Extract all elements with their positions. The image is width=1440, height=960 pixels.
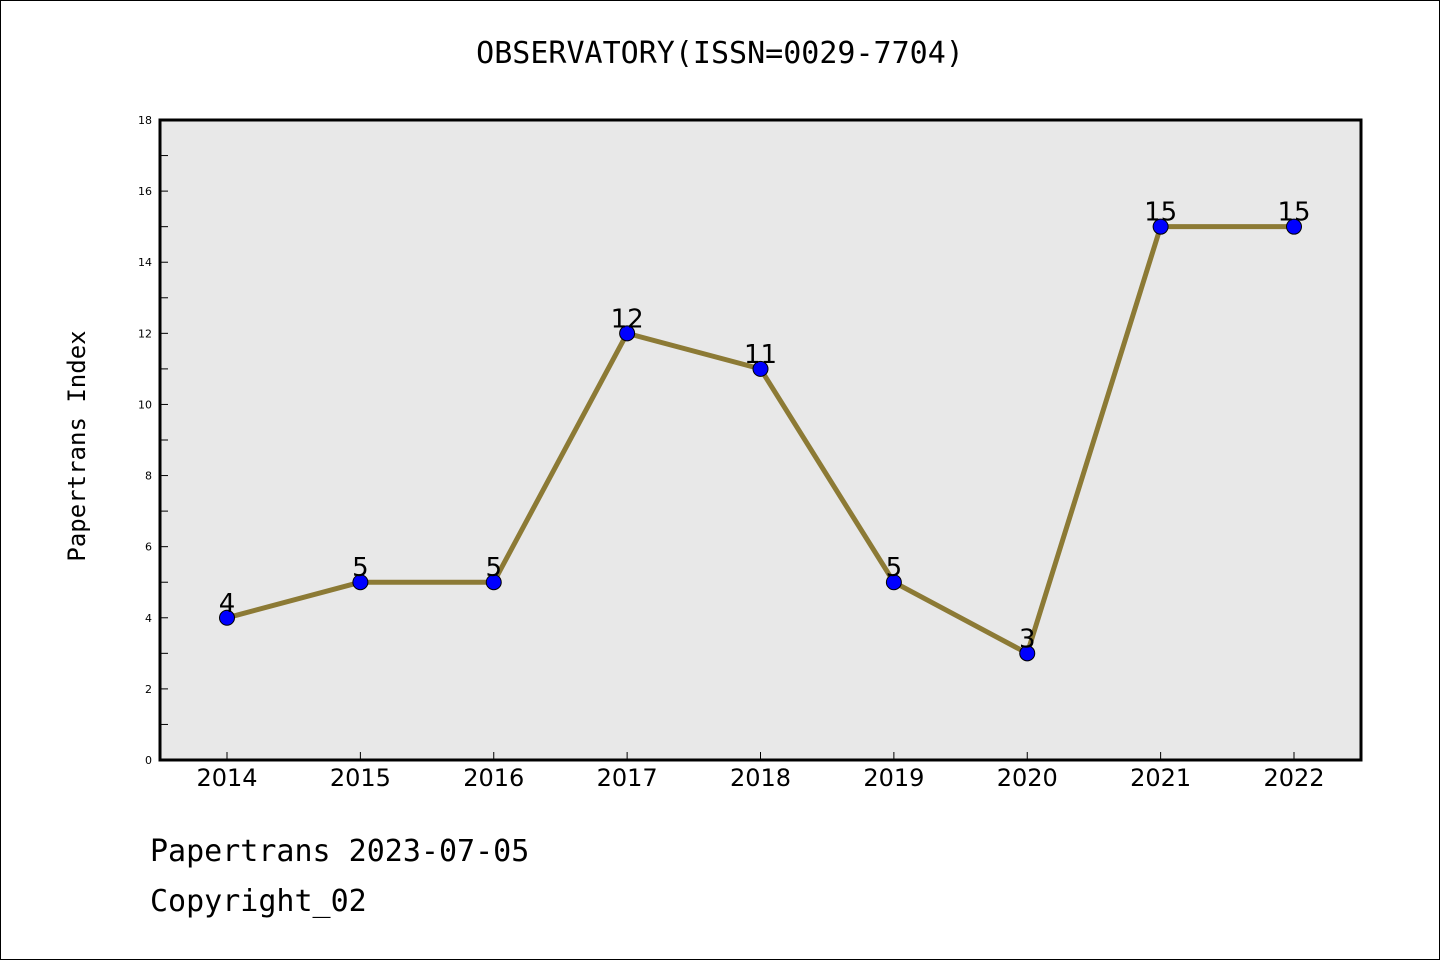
chart-title: OBSERVATORY(ISSN=0029-7704) — [476, 36, 964, 71]
data-point — [485, 574, 502, 591]
data-point — [752, 360, 769, 377]
y-axis: 0 2 4 6 8 10 12 14 16 18 — [138, 114, 168, 767]
y-tick-label: 0 — [145, 754, 152, 767]
data-point — [1152, 218, 1169, 235]
data-label: 4 — [219, 589, 236, 619]
x-tick-label: 2022 — [1263, 764, 1324, 792]
y-tick-label: 8 — [145, 470, 152, 483]
data-point — [1019, 645, 1036, 662]
footer-date: Papertrans 2023-07-05 — [150, 834, 530, 869]
data-point — [1286, 218, 1302, 235]
data-label: 5 — [352, 553, 369, 583]
x-tick-label: 2018 — [730, 764, 791, 792]
data-label: 5 — [485, 553, 502, 583]
footer-copyright: Copyright_02 — [150, 884, 367, 919]
y-tick-label: 16 — [138, 185, 152, 198]
x-tick-label: 2020 — [997, 764, 1058, 792]
y-tick-label: 2 — [145, 683, 152, 696]
data-label: 15 — [1277, 198, 1310, 228]
data-label: 3 — [1019, 624, 1036, 654]
y-tick-label: 14 — [138, 256, 152, 269]
data-label: 15 — [1144, 198, 1177, 228]
x-tick-label: 2019 — [863, 764, 924, 792]
data-point — [885, 574, 902, 591]
data-point — [352, 574, 369, 591]
y-tick-label: 18 — [138, 114, 152, 127]
x-axis: 2014 2015 2016 2017 2018 2019 2020 2021 2022 — [196, 752, 1325, 792]
x-tick-label: 2021 — [1130, 764, 1191, 792]
plot-area — [158, 118, 1363, 762]
data-point — [219, 609, 235, 626]
x-tick-label: 2014 — [196, 764, 257, 792]
data-label: 5 — [886, 553, 903, 583]
x-tick-label: 2015 — [330, 764, 391, 792]
y-tick-label: 4 — [145, 612, 152, 625]
series-papertrans-index: 4 5 5 12 11 5 3 15 15 — [219, 198, 1311, 662]
y-axis-label: Papertrans Index — [63, 330, 91, 561]
y-tick-label: 10 — [138, 398, 152, 411]
y-tick-label: 6 — [145, 541, 152, 554]
data-label: 11 — [744, 340, 777, 370]
data-label: 12 — [611, 304, 644, 334]
x-tick-label: 2016 — [463, 764, 524, 792]
y-tick-label: 12 — [138, 327, 152, 340]
x-tick-label: 2017 — [597, 764, 658, 792]
data-point — [619, 325, 636, 342]
